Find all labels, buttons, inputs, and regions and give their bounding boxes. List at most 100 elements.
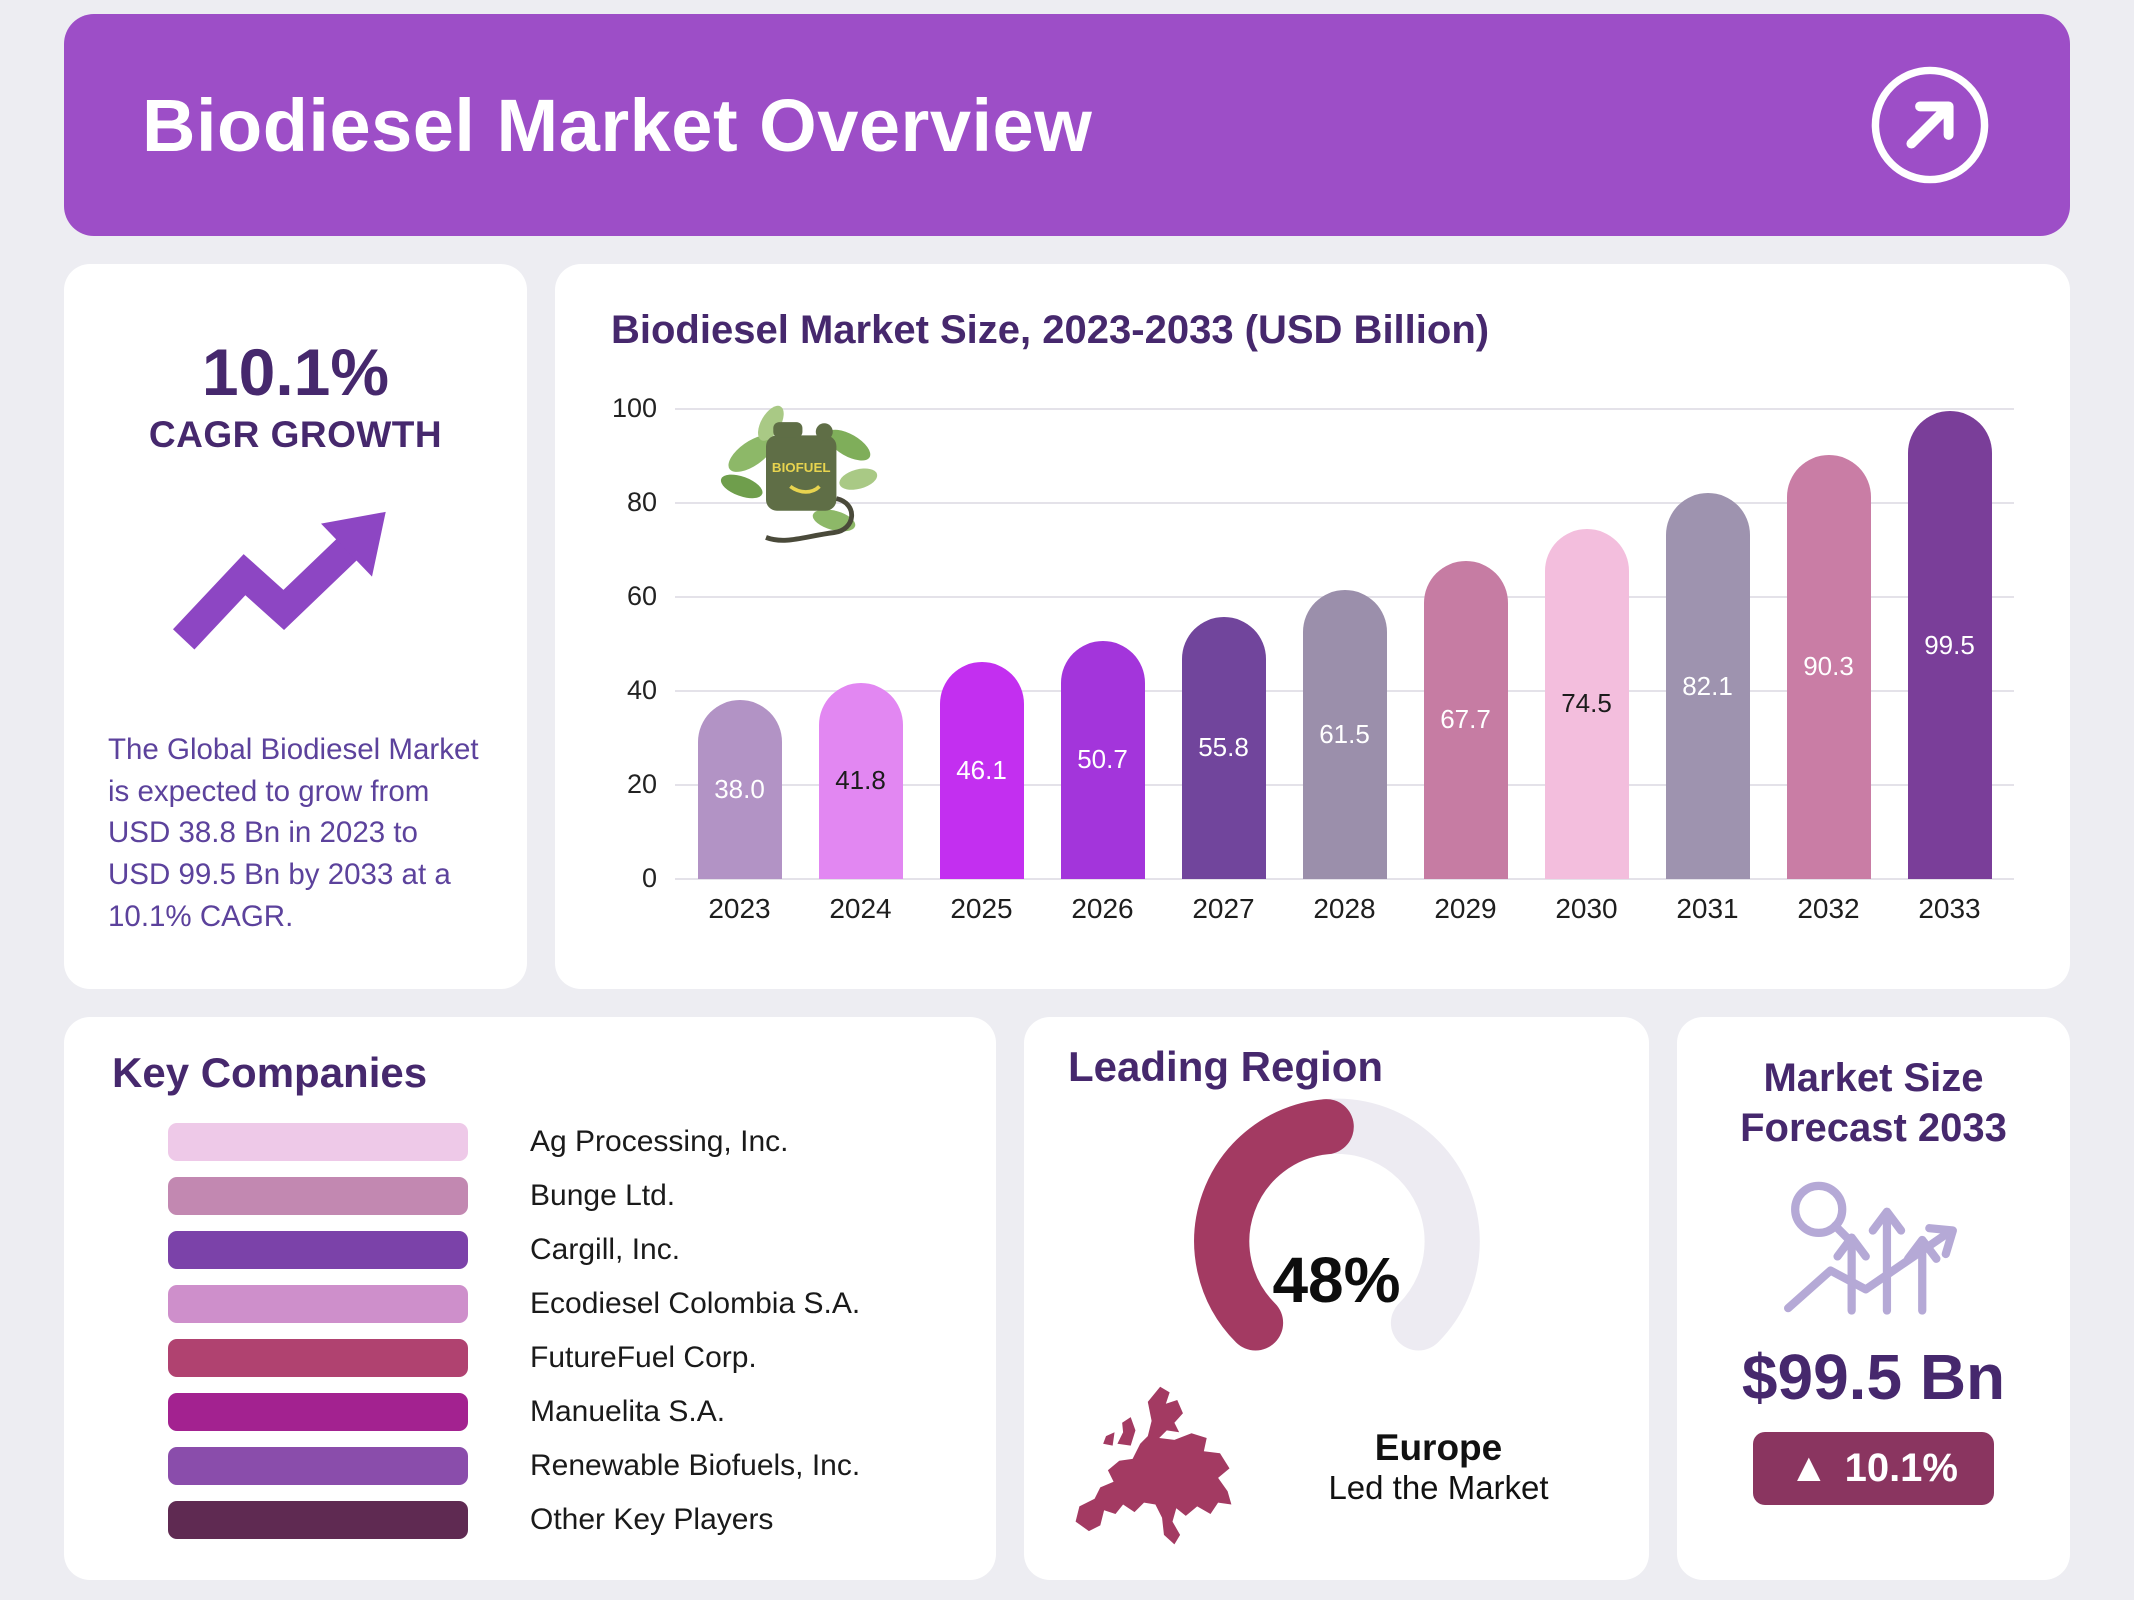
plot-area: 38.0 41.8 46.1 50.7 55.8 61.5 67.7 74.5 82.1 90.3… (675, 405, 2014, 880)
market-analysis-icon (1783, 1181, 1957, 1315)
arrow-up-right-icon (1871, 66, 1989, 184)
bar-2024: 41.8 (818, 682, 903, 879)
x-axis-label: 2032 (1797, 893, 1860, 924)
y-tick-label: 60 (626, 581, 657, 611)
region-caption: Led the Market (1328, 1468, 1549, 1506)
cagr-label: CAGR GROWTH (148, 414, 443, 455)
bar-column: 61.5 (1284, 409, 1405, 879)
bar-column: 41.8 (800, 409, 921, 879)
bar-value: 82.1 (1682, 670, 1733, 701)
y-tick-label: 100 (611, 393, 657, 423)
bar-column: 90.3 (1768, 409, 1889, 879)
cagr-description: The Global Biodiesel Market is expected … (108, 732, 479, 934)
bottom-row: Key Companies Ag Processing, Inc. Bunge L… (64, 1017, 2070, 1580)
leading-region-title: Leading Region (1068, 1043, 1383, 1090)
key-companies-title: Key Companies (112, 1049, 428, 1096)
company-name: Cargill, Inc. (530, 1233, 681, 1266)
company-color-swatch (168, 1339, 468, 1377)
bars-container: 38.0 41.8 46.1 50.7 55.8 61.5 67.7 74.5 82.1 90.3… (675, 409, 2014, 879)
x-axis-label: 2030 (1555, 893, 1618, 924)
chart-title: Biodiesel Market Size, 2023-2033 (USD Bi… (611, 308, 1490, 352)
x-axis-label: 2031 (1676, 893, 1739, 924)
company-color-swatch (168, 1447, 468, 1485)
top-row: 10.1% CAGR GROWTH The Global Biodiesel M… (64, 264, 2070, 989)
growth-badge: ▲ 10.1% (1752, 1431, 1994, 1505)
x-axis-label: 2027 (1192, 893, 1255, 924)
region-row: Europe Led the Market (1068, 1371, 1605, 1562)
bar-value: 46.1 (956, 755, 1007, 786)
key-companies-card: Key Companies Ag Processing, Inc. Bunge L… (64, 1017, 996, 1580)
bar-2030: 74.5 (1544, 528, 1629, 879)
x-axis-label: 2024 (829, 893, 892, 924)
forecast-card: Market Size Forecast 2033 $99.5 Bn ▲ 10.… (1677, 1017, 2070, 1580)
company-name: FutureFuel Corp. (530, 1341, 757, 1374)
x-axis-label: 2026 (1071, 893, 1134, 924)
y-tick-label: 20 (626, 769, 657, 799)
bar-value: 55.8 (1198, 732, 1249, 763)
growth-badge-value: 10.1% (1844, 1445, 1958, 1490)
bar-chart: 0 20 40 60 80 100 38.0 41.8 46.1 50.7 55.8 61.5 67.… (611, 393, 2014, 925)
company-row: Other Key Players (112, 1501, 948, 1539)
leading-region-card: Leading Region 48% Europe (1024, 1017, 1649, 1580)
gridline (675, 408, 2014, 410)
x-axis: 2023 2024 2025 2026 2027 2028 2029 2030 2031 2032… (675, 893, 2014, 925)
bar-value: 67.7 (1440, 704, 1491, 735)
gridline (675, 502, 2014, 504)
company-name: Renewable Biofuels, Inc. (530, 1449, 861, 1482)
company-row: FutureFuel Corp. (112, 1339, 948, 1377)
region-name: Europe (1374, 1426, 1503, 1468)
plot-wrap: 38.0 41.8 46.1 50.7 55.8 61.5 67.7 74.5 82.1 90.3… (675, 405, 2014, 925)
bar-2033: 99.5 (1907, 411, 1992, 879)
bar-2031: 82.1 (1665, 493, 1750, 879)
bar-2028: 61.5 (1302, 589, 1387, 879)
region-text: Europe Led the Market (1272, 1427, 1605, 1507)
gauge-arc (1193, 1098, 1480, 1351)
bar-column: 55.8 (1163, 409, 1284, 879)
x-axis-label: 2025 (950, 893, 1013, 924)
company-color-swatch (168, 1231, 468, 1269)
share-gauge: 48% (1145, 1095, 1529, 1371)
bar-column: 99.5 (1889, 409, 2010, 879)
bar-2032: 90.3 (1786, 454, 1871, 879)
bar-value: 61.5 (1319, 718, 1370, 749)
company-name: Ecodiesel Colombia S.A. (530, 1287, 861, 1320)
company-row: Ecodiesel Colombia S.A. (112, 1285, 948, 1323)
y-tick-label: 0 (641, 863, 657, 893)
bar-value: 74.5 (1561, 688, 1612, 719)
company-color-swatch (168, 1177, 468, 1215)
bar-2025: 46.1 (939, 662, 1024, 879)
bar-column: 67.7 (1405, 409, 1526, 879)
bar-2023: 38.0 (697, 700, 782, 879)
company-color-swatch (168, 1393, 468, 1431)
company-list: Ag Processing, Inc. Bunge Ltd. Cargill, In… (112, 1123, 948, 1539)
bar-2027: 55.8 (1181, 616, 1266, 879)
bar-value: 50.7 (1077, 744, 1128, 775)
header-banner: Biodiesel Market Overview (64, 14, 2070, 236)
x-axis-label: 2029 (1434, 893, 1497, 924)
gauge-value: 48% (1272, 1244, 1401, 1316)
bar-value: 99.5 (1924, 629, 1975, 660)
forecast-value: $99.5 Bn (1741, 1340, 2006, 1413)
bar-value: 41.8 (835, 765, 886, 796)
trend-up-arrow-icon (172, 511, 386, 650)
company-name: Manuelita S.A. (530, 1395, 726, 1428)
bar-column: 38.0 (679, 409, 800, 879)
company-color-swatch (168, 1123, 468, 1161)
cagr-card: 10.1% CAGR GROWTH The Global Biodiesel M… (64, 264, 527, 989)
forecast-title: Market Size Forecast 2033 (1740, 1056, 2007, 1150)
bar-2026: 50.7 (1060, 640, 1145, 879)
x-axis-label: 2028 (1313, 893, 1376, 924)
x-axis-label: 2033 (1918, 893, 1981, 924)
bar-column: 74.5 (1526, 409, 1647, 879)
bar-column: 46.1 (921, 409, 1042, 879)
bar-column: 82.1 (1647, 409, 1768, 879)
x-axis-label: 2023 (708, 893, 771, 924)
chart-card: Biodiesel Market Size, 2023-2033 (USD Bi… (555, 264, 2070, 989)
company-name: Other Key Players (530, 1503, 774, 1536)
external-link-button[interactable] (1868, 63, 1992, 187)
bar-value: 38.0 (714, 774, 765, 805)
company-name: Bunge Ltd. (530, 1179, 676, 1212)
bar-2029: 67.7 (1423, 560, 1508, 879)
company-color-swatch (168, 1285, 468, 1323)
